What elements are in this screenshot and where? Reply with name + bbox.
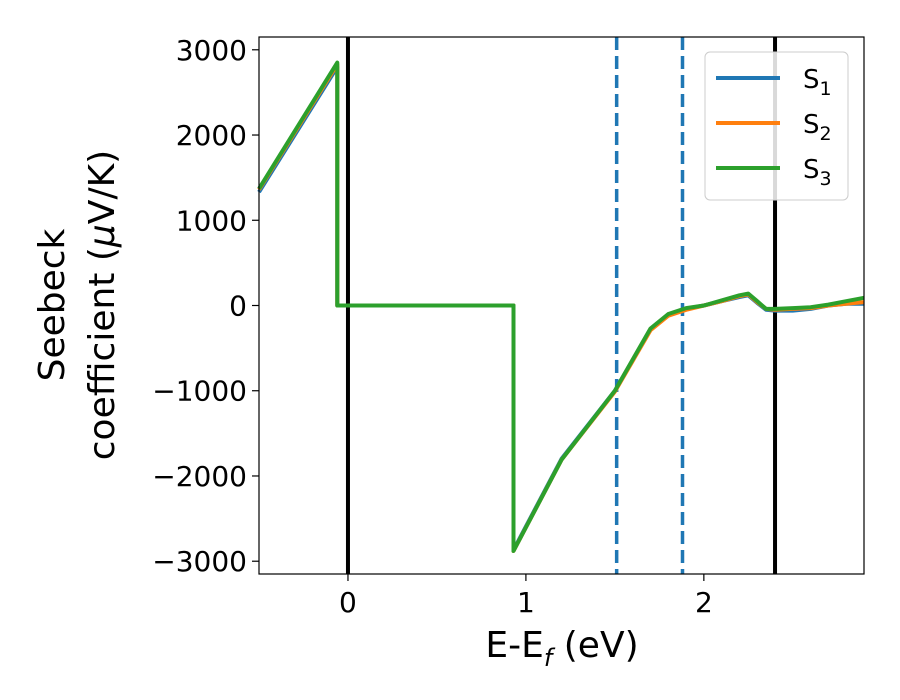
x-tick-label: 0	[339, 586, 357, 619]
y-axis-label-line2-main: coefficient (	[82, 247, 123, 460]
plot-area	[257, 36, 865, 575]
x-tick-label: 2	[695, 586, 713, 619]
y-tick-label: 2000	[176, 119, 247, 152]
y-axis-ticks: 3000 2000 1000 0 −1000 −2000 −3000	[152, 34, 259, 578]
legend-items: S1 S2 S3	[716, 65, 832, 190]
x-axis-label-suffix: (eV)	[552, 625, 638, 666]
y-axis-label-line1: Seebeck	[32, 228, 73, 381]
legend-label-S2: S2	[803, 110, 832, 145]
legend-label-S3: S3	[803, 155, 832, 190]
x-axis-label-main: E-E	[485, 625, 543, 666]
legend: S1 S2 S3	[704, 51, 849, 201]
y-tick-label: −1000	[152, 375, 247, 408]
y-tick-label: −3000	[152, 545, 247, 578]
y-axis-label-mu: μ	[82, 224, 123, 248]
y-axis-label-line2-suffix: V/K)	[82, 150, 123, 224]
y-axis-label-line2: coefficient (μV/K)	[82, 150, 123, 460]
x-axis-label: E-Ef (eV)	[485, 625, 638, 672]
legend-box	[704, 51, 849, 201]
y-tick-label: −2000	[152, 460, 247, 493]
series-line-S3	[257, 60, 865, 553]
x-tick-label: 1	[517, 586, 535, 619]
legend-label-S1: S1	[803, 65, 832, 100]
y-axis-label: Seebeck coefficient (μV/K)	[32, 150, 123, 460]
y-tick-label: 0	[229, 290, 247, 323]
x-axis-ticks: 0 1 2	[339, 574, 713, 619]
series-lines	[257, 60, 865, 553]
y-tick-label: 1000	[176, 204, 247, 237]
y-tick-label: 3000	[176, 34, 247, 67]
